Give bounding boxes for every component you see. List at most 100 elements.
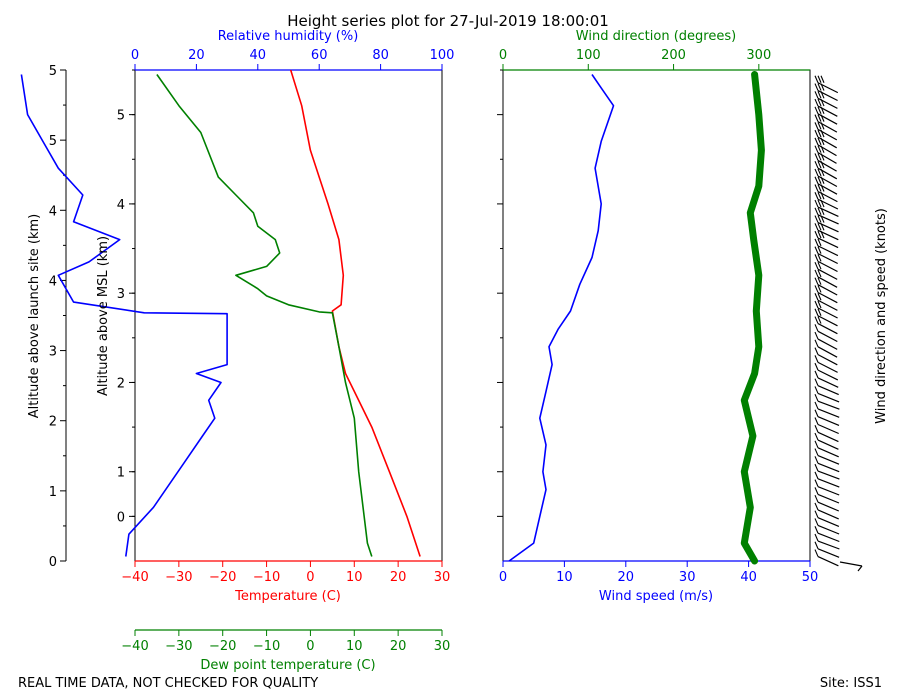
wind-barb-flag <box>814 277 819 285</box>
wind-barb <box>817 167 838 180</box>
wind-barb <box>817 470 840 480</box>
speed-axis-tick-label: 30 <box>679 570 696 585</box>
wind-barb <box>817 198 839 210</box>
wind-barb <box>817 486 840 496</box>
wind-barb-flag <box>817 129 822 138</box>
wind-barb-flag <box>814 261 819 270</box>
wind-barb-flag <box>814 347 819 355</box>
wind-barb <box>817 253 838 265</box>
wind-barb-flag <box>814 75 819 83</box>
wind-barb <box>817 276 838 288</box>
wind-barb-flag <box>814 215 819 223</box>
left-y-tick-label: 5 <box>117 109 125 124</box>
speed-axis-label: Wind speed (m/s) <box>599 589 713 604</box>
wind-barb <box>817 89 838 102</box>
wind-barb <box>817 175 838 188</box>
dir-axis-tick-label: 0 <box>499 48 507 63</box>
wind-barb <box>817 299 838 311</box>
wind-barb-flag <box>814 308 819 316</box>
wind-barb-flag <box>814 487 819 495</box>
wind-barb-flag <box>814 510 819 518</box>
wind-barb <box>817 190 838 203</box>
wind-barb <box>817 260 838 273</box>
wind-barb-flag <box>814 471 819 480</box>
wind-barb-flag <box>814 176 819 184</box>
wind-barb-flag <box>814 331 819 340</box>
rh-axis-tick-label: 20 <box>188 48 205 63</box>
outer-axis-tick-label: 0 <box>49 555 57 570</box>
wind-barb-flag <box>817 91 822 99</box>
wind-barb-flag <box>814 223 819 231</box>
wind-barb-flag <box>817 75 822 83</box>
wind-barb-flag <box>814 122 819 130</box>
wind-barb-flag <box>817 269 822 278</box>
wind-barb <box>817 152 837 164</box>
wind-barb-flag <box>817 145 822 153</box>
outer-altitude-axis: 0 1 2 3 4 4 5 5 Altitude above launch site (km) <box>27 64 67 570</box>
wind-barb-flag <box>817 293 822 301</box>
dew-axis-tick-label: 10 <box>346 639 363 654</box>
wind-barb-flag <box>817 254 822 262</box>
speed-axis-tick-label: 20 <box>618 570 635 585</box>
wind-barb-flag <box>814 98 819 107</box>
rh-axis-label: Relative humidity (%) <box>218 29 359 44</box>
wind-barb-flag <box>814 386 819 394</box>
dew-axis-tick-label: 20 <box>390 639 407 654</box>
rh-axis-tick-label: 0 <box>131 48 139 63</box>
dew-axis-tick-label: 30 <box>434 639 451 654</box>
wind-barb-flag <box>817 192 822 200</box>
wind-barb <box>817 532 840 543</box>
wind-barb <box>817 462 840 473</box>
wind-barb-flag <box>817 176 822 184</box>
wind-barb-flag <box>814 533 819 542</box>
wind-barb-flag <box>814 106 819 115</box>
wind-barb <box>817 338 838 350</box>
wind-barb-flag <box>814 145 819 153</box>
wind-barb-flag <box>814 432 819 441</box>
wind-barb-flag <box>817 98 822 107</box>
wind-barb <box>839 561 863 567</box>
wind-barb-flag <box>814 114 819 122</box>
wind-barb-flag <box>817 184 822 192</box>
wind-barb-flag <box>814 246 819 254</box>
wind-barb <box>817 493 840 504</box>
wind-barb-flag <box>814 518 819 526</box>
wind-barb <box>817 392 840 403</box>
wind-barb <box>817 354 838 366</box>
wind-barb-flag <box>817 168 822 177</box>
wind-barb <box>817 385 839 396</box>
wind-barb <box>817 416 840 426</box>
wind-barb-flag <box>814 238 819 247</box>
wind-barb <box>817 268 838 280</box>
chart-title: Height series plot for 27-Jul-2019 18:00… <box>287 12 609 30</box>
wind-barb-flag <box>857 565 863 572</box>
wind-barb-flag <box>820 75 825 83</box>
wind-barb <box>817 400 840 410</box>
outer-axis-tick-label: 2 <box>49 415 57 430</box>
wind-barb-flag <box>817 137 822 146</box>
wind-barb-flag <box>814 362 819 371</box>
wind-barb-flag <box>817 277 822 285</box>
temp-axis-label: Temperature (C) <box>234 589 341 604</box>
wind-barb-flag <box>817 285 822 293</box>
series-temperature <box>289 69 421 557</box>
speed-axis-tick-label: 50 <box>802 570 819 585</box>
wind-barb-flag <box>814 425 819 433</box>
dew-axis-tick-label: −30 <box>165 639 192 654</box>
rh-axis-tick-label: 100 <box>430 48 455 63</box>
wind-barb-flag <box>814 137 819 146</box>
wind-barb <box>817 291 838 304</box>
barb-axis-label: Wind direction and speed (knots) <box>874 208 889 424</box>
wind-barb <box>817 447 839 458</box>
dew-axis-tick-label: −20 <box>209 639 236 654</box>
wind-barb-flag <box>814 479 819 487</box>
wind-barb-flag <box>814 316 819 324</box>
wind-barb-flag <box>814 160 819 169</box>
wind-barb <box>817 555 839 567</box>
series-relative-humidity <box>20 74 228 557</box>
temp-axis-tick-label: 10 <box>346 570 363 585</box>
wind-barb <box>817 113 838 125</box>
wind-barb-flag <box>814 370 819 379</box>
wind-barb-flag <box>814 184 819 192</box>
wind-barb-flag <box>817 230 822 239</box>
